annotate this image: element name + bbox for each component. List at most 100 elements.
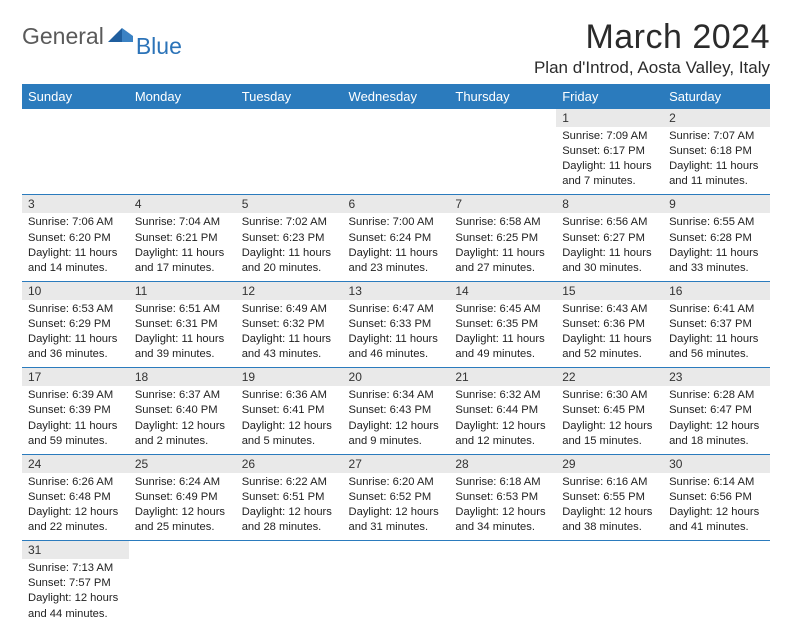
day-detail: Sunrise: 6:47 AMSunset: 6:33 PMDaylight:…: [343, 300, 450, 367]
day-detail: Sunrise: 7:04 AMSunset: 6:21 PMDaylight:…: [129, 213, 236, 280]
day-detail: Sunrise: 6:39 AMSunset: 6:39 PMDaylight:…: [22, 386, 129, 453]
weekday-header: Monday: [129, 84, 236, 109]
day-number: 30: [663, 455, 770, 473]
day-number: 14: [449, 282, 556, 300]
day-number: 27: [343, 455, 450, 473]
day-detail: Sunrise: 6:55 AMSunset: 6:28 PMDaylight:…: [663, 213, 770, 280]
weekday-header: Thursday: [449, 84, 556, 109]
month-title: March 2024: [534, 18, 770, 57]
day-detail: Sunrise: 6:20 AMSunset: 6:52 PMDaylight:…: [343, 473, 450, 540]
day-number: 21: [449, 368, 556, 386]
day-detail: Sunrise: 6:53 AMSunset: 6:29 PMDaylight:…: [22, 300, 129, 367]
empty-detail: [129, 559, 236, 611]
empty-day: [343, 541, 450, 559]
day-detail: Sunrise: 6:36 AMSunset: 6:41 PMDaylight:…: [236, 386, 343, 453]
empty-detail: [343, 127, 450, 179]
header-right: March 2024 Plan d'Introd, Aosta Valley, …: [534, 18, 770, 78]
weekday-header: Wednesday: [343, 84, 450, 109]
calendar-header: SundayMondayTuesdayWednesdayThursdayFrid…: [22, 84, 770, 109]
empty-detail: [22, 127, 129, 179]
day-detail: Sunrise: 6:51 AMSunset: 6:31 PMDaylight:…: [129, 300, 236, 367]
day-number: 2: [663, 109, 770, 127]
day-detail: Sunrise: 7:00 AMSunset: 6:24 PMDaylight:…: [343, 213, 450, 280]
day-number: 8: [556, 195, 663, 213]
empty-day: [449, 541, 556, 559]
empty-detail: [556, 559, 663, 611]
empty-detail: [449, 127, 556, 179]
day-detail: Sunrise: 6:14 AMSunset: 6:56 PMDaylight:…: [663, 473, 770, 540]
day-number: 24: [22, 455, 129, 473]
day-number: 16: [663, 282, 770, 300]
day-detail: Sunrise: 6:28 AMSunset: 6:47 PMDaylight:…: [663, 386, 770, 453]
day-number: 26: [236, 455, 343, 473]
day-number: 6: [343, 195, 450, 213]
empty-detail: [449, 559, 556, 611]
empty-day: [129, 109, 236, 127]
day-detail: Sunrise: 6:45 AMSunset: 6:35 PMDaylight:…: [449, 300, 556, 367]
day-detail: Sunrise: 7:02 AMSunset: 6:23 PMDaylight:…: [236, 213, 343, 280]
day-detail: Sunrise: 6:18 AMSunset: 6:53 PMDaylight:…: [449, 473, 556, 540]
day-detail: Sunrise: 6:30 AMSunset: 6:45 PMDaylight:…: [556, 386, 663, 453]
day-detail: Sunrise: 6:58 AMSunset: 6:25 PMDaylight:…: [449, 213, 556, 280]
day-detail: Sunrise: 6:32 AMSunset: 6:44 PMDaylight:…: [449, 386, 556, 453]
day-detail: Sunrise: 7:13 AMSunset: 7:57 PMDaylight:…: [22, 559, 129, 626]
day-number: 17: [22, 368, 129, 386]
day-detail: Sunrise: 6:24 AMSunset: 6:49 PMDaylight:…: [129, 473, 236, 540]
day-detail: Sunrise: 6:43 AMSunset: 6:36 PMDaylight:…: [556, 300, 663, 367]
empty-detail: [663, 559, 770, 611]
empty-detail: [236, 127, 343, 179]
empty-day: [556, 541, 663, 559]
empty-detail: [236, 559, 343, 611]
day-number: 9: [663, 195, 770, 213]
weekday-header: Friday: [556, 84, 663, 109]
day-number: 11: [129, 282, 236, 300]
day-number: 29: [556, 455, 663, 473]
day-detail: Sunrise: 6:37 AMSunset: 6:40 PMDaylight:…: [129, 386, 236, 453]
day-number: 19: [236, 368, 343, 386]
day-number: 25: [129, 455, 236, 473]
header-row: General Blue March 2024 Plan d'Introd, A…: [22, 18, 770, 78]
day-number: 31: [22, 541, 129, 559]
logo-mark-icon: [108, 24, 134, 49]
day-number: 12: [236, 282, 343, 300]
weekday-header: Tuesday: [236, 84, 343, 109]
day-number: 7: [449, 195, 556, 213]
location: Plan d'Introd, Aosta Valley, Italy: [534, 58, 770, 78]
day-number: 1: [556, 109, 663, 127]
empty-day: [22, 109, 129, 127]
day-number: 10: [22, 282, 129, 300]
day-number: 18: [129, 368, 236, 386]
day-detail: Sunrise: 6:56 AMSunset: 6:27 PMDaylight:…: [556, 213, 663, 280]
empty-day: [129, 541, 236, 559]
empty-detail: [129, 127, 236, 179]
day-number: 22: [556, 368, 663, 386]
calendar-table: SundayMondayTuesdayWednesdayThursdayFrid…: [22, 84, 770, 627]
weekday-header: Saturday: [663, 84, 770, 109]
day-number: 13: [343, 282, 450, 300]
empty-day: [343, 109, 450, 127]
weekday-header: Sunday: [22, 84, 129, 109]
day-number: 4: [129, 195, 236, 213]
day-number: 20: [343, 368, 450, 386]
day-number: 3: [22, 195, 129, 213]
day-number: 23: [663, 368, 770, 386]
day-number: 28: [449, 455, 556, 473]
logo: General Blue: [22, 24, 184, 49]
empty-detail: [343, 559, 450, 611]
day-number: 5: [236, 195, 343, 213]
day-detail: Sunrise: 7:06 AMSunset: 6:20 PMDaylight:…: [22, 213, 129, 280]
logo-word-2: Blue: [136, 35, 182, 58]
empty-day: [449, 109, 556, 127]
day-detail: Sunrise: 6:16 AMSunset: 6:55 PMDaylight:…: [556, 473, 663, 540]
day-detail: Sunrise: 6:22 AMSunset: 6:51 PMDaylight:…: [236, 473, 343, 540]
empty-day: [663, 541, 770, 559]
day-detail: Sunrise: 6:41 AMSunset: 6:37 PMDaylight:…: [663, 300, 770, 367]
empty-day: [236, 541, 343, 559]
day-detail: Sunrise: 7:07 AMSunset: 6:18 PMDaylight:…: [663, 127, 770, 194]
logo-word-1: General: [22, 25, 104, 48]
empty-day: [236, 109, 343, 127]
day-detail: Sunrise: 6:49 AMSunset: 6:32 PMDaylight:…: [236, 300, 343, 367]
day-number: 15: [556, 282, 663, 300]
calendar-body: 12Sunrise: 7:09 AMSunset: 6:17 PMDayligh…: [22, 109, 770, 627]
day-detail: Sunrise: 6:34 AMSunset: 6:43 PMDaylight:…: [343, 386, 450, 453]
